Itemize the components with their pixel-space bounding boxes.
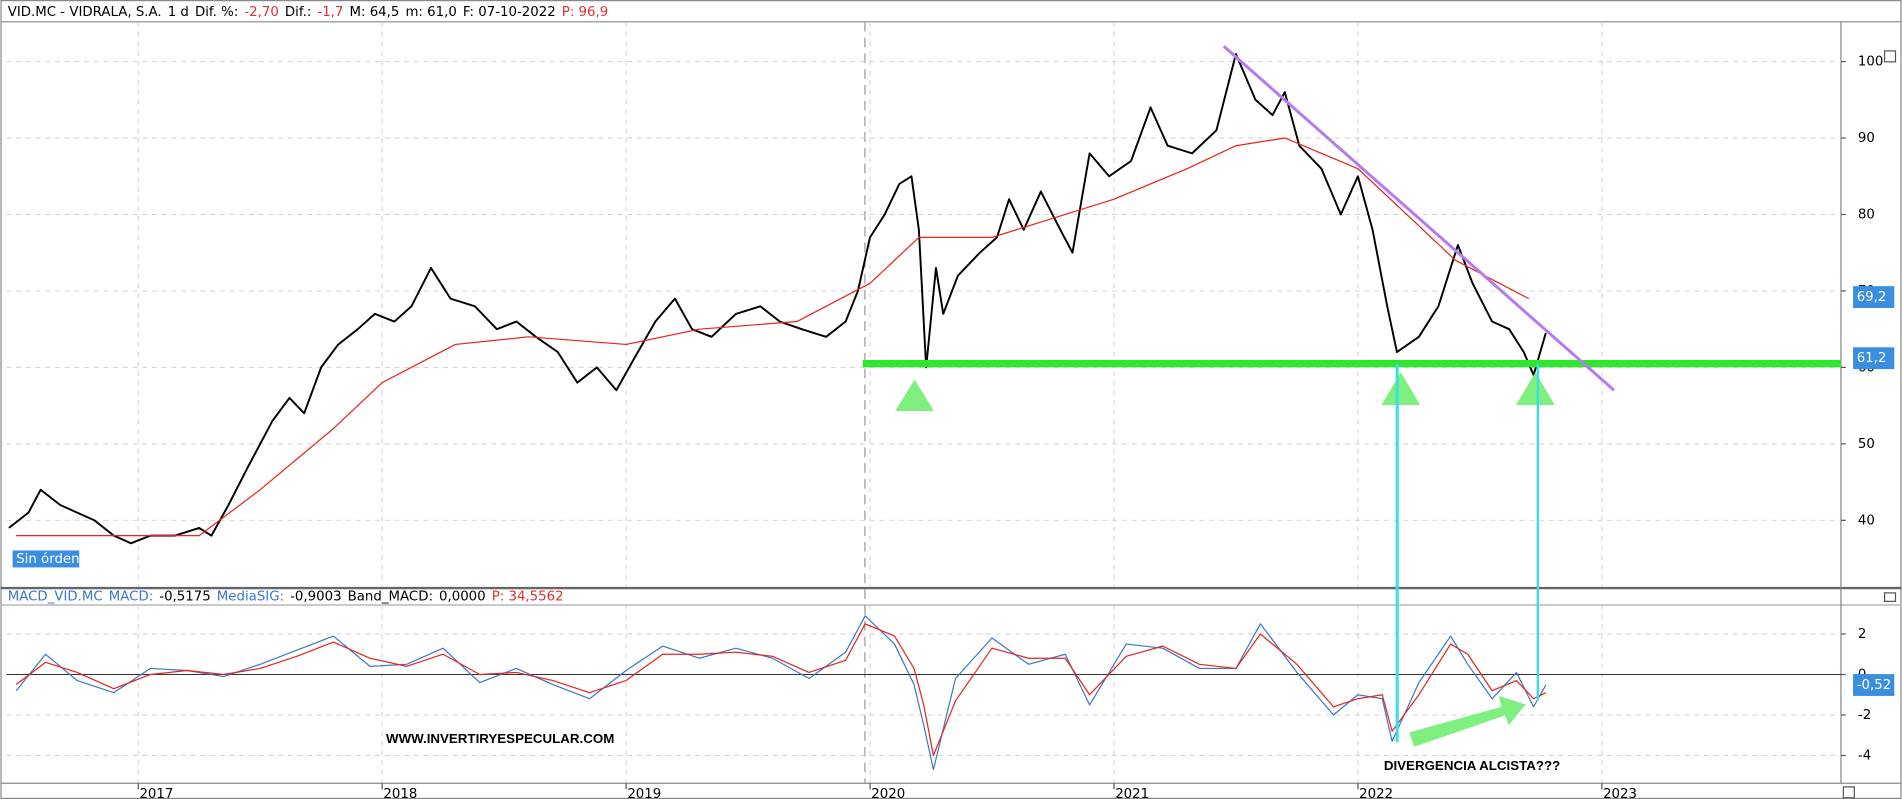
maximize-button[interactable] bbox=[1883, 592, 1897, 602]
support-arrow bbox=[895, 379, 935, 412]
header-item: MACD: bbox=[109, 590, 153, 605]
header-item: Dif. %: bbox=[195, 5, 238, 20]
header-item: 1 d bbox=[168, 5, 189, 20]
header-item: MediaSIG: bbox=[217, 590, 284, 605]
annotation: DIVERGENCIA ALCISTA??? bbox=[1384, 758, 1560, 773]
price-badge bbox=[1853, 674, 1895, 696]
x-tick-label: 2022 bbox=[1359, 787, 1393, 799]
header-item: m: 61,0 bbox=[405, 5, 456, 20]
series-line bbox=[8, 52, 1547, 545]
y-tick-label: 80 bbox=[1858, 207, 1875, 222]
panel-header: MACD_VID.MC MACD: -0,5175 MediaSIG: -0,9003 B… bbox=[8, 590, 564, 605]
x-tick-label: 2023 bbox=[1603, 787, 1637, 799]
header-item: -0,9003 bbox=[290, 590, 341, 605]
header-item: M: 64,5 bbox=[349, 5, 399, 20]
y-tick-label: -4 bbox=[1858, 748, 1871, 763]
watermark: WWW.INVERTIRYESPECULAR.COM bbox=[386, 731, 614, 746]
price-badge-label: 69,2 bbox=[1857, 290, 1887, 305]
header-item: P: 34,5562 bbox=[492, 590, 564, 605]
status-label: Sin órdenes bbox=[16, 551, 95, 567]
header-item: VID.MC - VIDRALA, S.A. bbox=[8, 5, 162, 20]
support-arrow bbox=[1381, 372, 1421, 405]
y-tick-label: 90 bbox=[1858, 131, 1875, 146]
x-tick-label: 2020 bbox=[871, 787, 905, 799]
header-item: F: 07-10-2022 bbox=[463, 5, 556, 20]
header-item: Band_MACD: bbox=[348, 590, 433, 605]
x-tick-label: 2019 bbox=[627, 787, 661, 799]
series-line bbox=[16, 137, 1530, 537]
status-badge bbox=[12, 550, 80, 568]
series-line bbox=[15, 615, 1547, 771]
header-item: Dif.: bbox=[285, 5, 311, 20]
header-item: MACD_VID.MC bbox=[8, 590, 103, 605]
price-badge bbox=[1853, 347, 1895, 370]
y-tick-label: 50 bbox=[1858, 437, 1875, 452]
y-tick-label: -2 bbox=[1858, 708, 1871, 723]
header-item: -1,7 bbox=[317, 5, 343, 20]
y-tick-label: 100 bbox=[1858, 55, 1883, 70]
price-badge bbox=[1853, 286, 1895, 308]
maximize-button[interactable] bbox=[1883, 50, 1897, 63]
panel-header: VID.MC - VIDRALA, S.A. 1 d Dif. %: -2,70 Dif… bbox=[8, 5, 609, 20]
price-badge-label: 61,2 bbox=[1857, 351, 1887, 366]
divergence-arrow bbox=[1409, 695, 1526, 747]
header-item: -2,70 bbox=[244, 5, 279, 20]
header-item: -0,5175 bbox=[159, 590, 210, 605]
header-item: P: 96,9 bbox=[562, 5, 608, 20]
x-tick-label: 2018 bbox=[383, 787, 417, 799]
price-badge-label: -0,52 bbox=[1857, 678, 1892, 693]
support-arrow bbox=[1515, 372, 1555, 405]
scroll-button[interactable] bbox=[1842, 786, 1855, 799]
series-line bbox=[1222, 45, 1616, 392]
y-tick-label: 2 bbox=[1858, 627, 1866, 642]
annotations bbox=[895, 363, 1555, 747]
y-tick-label: 40 bbox=[1858, 513, 1875, 528]
series-line bbox=[15, 623, 1547, 757]
window-buttons[interactable] bbox=[1842, 50, 1897, 799]
header-item: 0,0000 bbox=[439, 590, 486, 605]
x-tick-label: 2021 bbox=[1115, 787, 1149, 799]
x-tick-label: 2017 bbox=[139, 787, 173, 799]
